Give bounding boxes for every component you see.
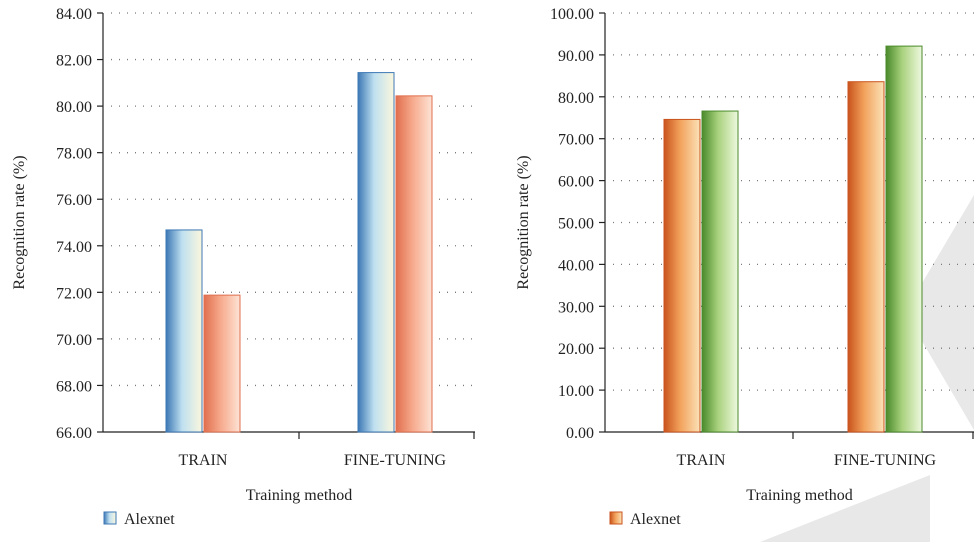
- bar: [701, 110, 739, 433]
- decor-arrow-icon: [760, 475, 930, 542]
- bar: [395, 95, 433, 433]
- chart-left: 66.00 68.00 70.00 72.00 74.00 76.00 78.00 80.00…: [11, 6, 475, 528]
- y-tick-label: 20.00: [558, 341, 594, 358]
- decor-arrow-icon: [905, 195, 974, 430]
- y-tick-label: 50.00: [558, 216, 594, 233]
- x-axis-title: Training method: [746, 487, 853, 504]
- x-tick-label: FINE-TUNING: [344, 452, 447, 469]
- bar: [203, 294, 241, 433]
- y-tick-label: 90.00: [558, 48, 594, 65]
- y-axis-title: Recognition rate (%): [515, 155, 532, 289]
- y-tick-label: 76.00: [56, 192, 92, 209]
- y-tick-label: 72.00: [56, 285, 92, 302]
- x-tick-label: TRAIN: [179, 452, 228, 469]
- y-tick-label: 10.00: [558, 383, 594, 400]
- y-tick-label: 80.00: [56, 99, 92, 116]
- y-tick-label: 70.00: [56, 332, 92, 349]
- y-tick-label: 80.00: [558, 90, 594, 107]
- y-tick-label: 66.00: [56, 425, 92, 442]
- y-tick-label: 0.00: [566, 425, 594, 442]
- bar: [663, 118, 701, 433]
- y-tick-label: 100.00: [550, 6, 594, 23]
- x-tick-label: TRAIN: [677, 452, 726, 469]
- legend-label: Alexnet: [124, 511, 175, 528]
- y-tick-label: 84.00: [56, 6, 92, 23]
- y-tick-label: 40.00: [558, 257, 594, 274]
- chart-right: 0.00 10.00 20.00 30.00 40.00 50.00 60.00 70.00 8…: [515, 6, 974, 528]
- y-tick-label: 70.00: [558, 132, 594, 149]
- y-tick-label: 30.00: [558, 299, 594, 316]
- legend-label: Alexnet: [630, 511, 681, 528]
- y-tick-label: 60.00: [558, 174, 594, 191]
- y-tick-label: 82.00: [56, 53, 92, 70]
- x-tick-label: FINE-TUNING: [834, 452, 937, 469]
- bar: [885, 45, 923, 433]
- legend-swatch: [103, 511, 117, 525]
- y-tick-label: 78.00: [56, 146, 92, 163]
- y-axis-title: Recognition rate (%): [11, 155, 28, 289]
- bar: [847, 81, 885, 433]
- y-tick-label: 68.00: [56, 378, 92, 395]
- bar: [357, 72, 395, 433]
- y-tick-label: 74.00: [56, 239, 92, 256]
- legend-swatch: [609, 511, 623, 525]
- bar: [165, 229, 203, 433]
- x-axis-title: Training method: [246, 487, 353, 504]
